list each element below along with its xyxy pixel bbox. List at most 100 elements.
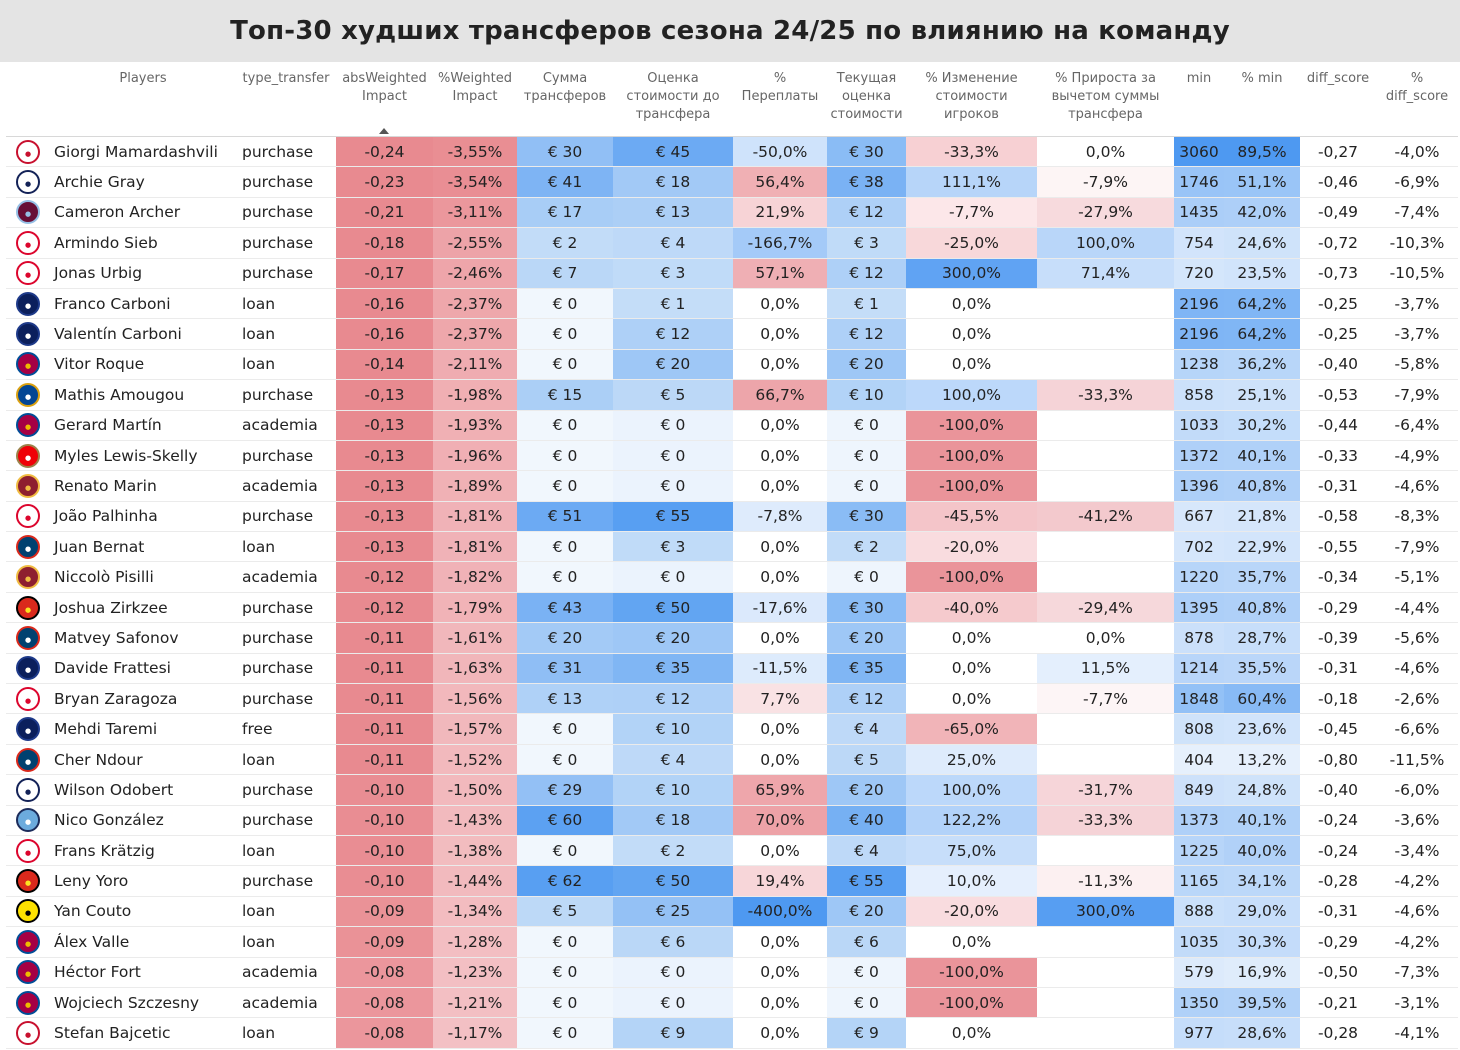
cell-diff-score: -0,40 xyxy=(1300,774,1376,806)
cell-current-value: € 0 xyxy=(827,440,906,472)
cell-value-change: -100,0% xyxy=(906,561,1037,593)
table-row[interactable]: ● Renato Marin academia -0,13 -1,89% € 0 € 0 0,… xyxy=(6,470,1458,502)
table-row[interactable]: ● Valentín Carboni loan -0,16 -2,37% € 0 € 12 0… xyxy=(6,318,1458,350)
cell-value-before: € 0 xyxy=(613,957,733,988)
table-row[interactable]: ● Mathis Amougou purchase -0,13 -1,98% € 15 € … xyxy=(6,379,1458,411)
table-row[interactable]: ● Franco Carboni loan -0,16 -2,37% € 0 € 1 0,0%… xyxy=(6,288,1458,320)
cell-abs-weighted-impact: -0,16 xyxy=(336,318,433,350)
cell-abs-weighted-impact: -0,12 xyxy=(336,561,433,593)
table-row[interactable]: ● Bryan Zaragoza purchase -0,11 -1,56% € 13 € … xyxy=(6,683,1458,715)
roma-icon: ● xyxy=(16,565,40,590)
table-row[interactable]: ● Myles Lewis-Skelly purchase -0,13 -1,96% € … xyxy=(6,440,1458,472)
cell-overpay: 21,9% xyxy=(733,197,827,229)
table-row[interactable]: ● Stefan Bajcetic loan -0,08 -1,17% € 0 € 9 0,0… xyxy=(6,1017,1458,1049)
header-transfer-sum[interactable]: Сумма трансферов xyxy=(517,64,613,137)
cell-current-value: € 2 xyxy=(827,531,906,563)
cell-value-before: € 12 xyxy=(613,683,733,715)
sort-ascending-icon[interactable] xyxy=(378,128,389,134)
table-row[interactable]: ● João Palhinha purchase -0,13 -1,81% € 51 € 5… xyxy=(6,501,1458,533)
cell-pct-min: 22,9% xyxy=(1224,531,1300,563)
table-row[interactable]: ● Cameron Archer purchase -0,21 -3,11% € 17 € … xyxy=(6,197,1458,229)
bayern-icon: ● xyxy=(16,838,40,863)
cell-value-before: € 1 xyxy=(613,288,733,320)
cell-pct-weighted-impact: -1,34% xyxy=(433,896,517,928)
cell-diff-score: -0,28 xyxy=(1300,865,1376,897)
cell-type-transfer: loan xyxy=(236,896,336,928)
header-value-before[interactable]: Оценка стоимости до трансфера xyxy=(613,64,733,137)
table-row[interactable]: ● Wilson Odobert purchase -0,10 -1,50% € 29 € … xyxy=(6,774,1458,806)
table-row[interactable]: ● Joshua Zirkzee purchase -0,12 -1,79% € 43 € … xyxy=(6,592,1458,624)
cell-min: 702 xyxy=(1174,531,1224,563)
cell-min: 1035 xyxy=(1174,926,1224,958)
cell-player: Matvey Safonov xyxy=(50,622,236,654)
cell-type-transfer: academia xyxy=(236,957,336,988)
cell-club: ● xyxy=(6,653,50,685)
table-row[interactable]: ● Archie Gray purchase -0,23 -3,54% € 41 € 18 5… xyxy=(6,166,1458,198)
header-overpay[interactable]: % Переплаты xyxy=(733,64,827,137)
cell-transfer-sum: € 31 xyxy=(517,653,613,685)
header-pct-min[interactable]: % min xyxy=(1224,64,1300,137)
cell-value-before: € 25 xyxy=(613,896,733,928)
inter-icon: ● xyxy=(16,717,40,742)
table-row[interactable]: ● Armindo Sieb purchase -0,18 -2,55% € 2 € 4 -1… xyxy=(6,227,1458,259)
header-growth-net[interactable]: % Прироста за вычетом суммы трансфера xyxy=(1037,64,1174,137)
header-value-change[interactable]: % Изменение стоимости игроков xyxy=(906,64,1037,137)
table-row[interactable]: ● Frans Krätzig loan -0,10 -1,38% € 0 € 2 0,0% €… xyxy=(6,835,1458,867)
cell-diff-score: -0,49 xyxy=(1300,197,1376,229)
cell-pct-weighted-impact: -3,55% xyxy=(433,136,517,168)
table-row[interactable]: ● Yan Couto loan -0,09 -1,34% € 5 € 25 -400,0% €… xyxy=(6,896,1458,928)
cell-value-before: € 9 xyxy=(613,1017,733,1049)
cell-min: 720 xyxy=(1174,258,1224,289)
cell-value-change: 75,0% xyxy=(906,835,1037,867)
table-row[interactable]: ● Juan Bernat loan -0,13 -1,81% € 0 € 3 0,0% € 2… xyxy=(6,531,1458,563)
cell-club: ● xyxy=(6,744,50,776)
header-pct-weighted-impact[interactable]: %Weighted Impact xyxy=(433,64,517,137)
table-row[interactable]: ● Giorgi Mamardashvili purchase -0,24 -3,55%… xyxy=(6,136,1458,168)
table-row[interactable]: ● Wojciech Szczesny academia -0,08 -1,21% € 0… xyxy=(6,987,1458,1019)
cell-current-value: € 3 xyxy=(827,227,906,259)
cell-transfer-sum: € 0 xyxy=(517,470,613,502)
table-row[interactable]: ● Jonas Urbig purchase -0,17 -2,46% € 7 € 3 57,… xyxy=(6,258,1458,289)
cell-pct-min: 21,8% xyxy=(1224,501,1300,533)
cell-growth-net xyxy=(1037,410,1174,441)
table-row[interactable]: ● Niccolò Pisilli academia -0,12 -1,82% € 0 € … xyxy=(6,561,1458,593)
table-row[interactable]: ● Vitor Roque loan -0,14 -2,11% € 0 € 20 0,0% € … xyxy=(6,349,1458,381)
cell-value-change: 0,0% xyxy=(906,622,1037,654)
cell-pct-min: 42,0% xyxy=(1224,197,1300,229)
table-row[interactable]: ● Héctor Fort academia -0,08 -1,23% € 0 € 0 0,0… xyxy=(6,957,1458,988)
cell-diff-score: -0,80 xyxy=(1300,744,1376,776)
cell-value-change: -20,0% xyxy=(906,896,1037,928)
table-row[interactable]: ● Matvey Safonov purchase -0,11 -1,61% € 20 € … xyxy=(6,622,1458,654)
table-row[interactable]: ● Leny Yoro purchase -0,10 -1,44% € 62 € 50 19,… xyxy=(6,865,1458,897)
cell-pct-weighted-impact: -1,96% xyxy=(433,440,517,472)
cell-abs-weighted-impact: -0,24 xyxy=(336,136,433,168)
cell-transfer-sum: € 30 xyxy=(517,136,613,168)
header-diff-score[interactable]: diff_score xyxy=(1300,64,1376,137)
table-row[interactable]: ● Davide Frattesi purchase -0,11 -1,63% € 31 €… xyxy=(6,653,1458,685)
page-title: Топ-30 худших трансферов сезона 24/25 по… xyxy=(0,0,1460,62)
header-min[interactable]: min xyxy=(1174,64,1224,137)
cell-diff-score: -0,44 xyxy=(1300,410,1376,441)
cell-diff-score: -0,34 xyxy=(1300,561,1376,593)
cell-transfer-sum: € 0 xyxy=(517,987,613,1019)
header-pct-diff-score[interactable]: % diff_score xyxy=(1376,64,1458,137)
cell-current-value: € 0 xyxy=(827,470,906,502)
cell-diff-score: -0,31 xyxy=(1300,653,1376,685)
table-row[interactable]: ● Mehdi Taremi free -0,11 -1,57% € 0 € 10 0,0% €… xyxy=(6,713,1458,745)
cell-growth-net: 0,0% xyxy=(1037,622,1174,654)
cell-player: Nico González xyxy=(50,805,236,836)
header-abs-weighted-impact[interactable]: absWeighted Impact xyxy=(336,64,433,137)
cell-growth-net xyxy=(1037,470,1174,502)
cell-club: ● xyxy=(6,683,50,715)
cell-type-transfer: academia xyxy=(236,987,336,1019)
header-type-transfer[interactable]: type_transfer xyxy=(236,64,336,137)
header-players[interactable]: Players xyxy=(50,64,236,137)
cell-club: ● xyxy=(6,470,50,502)
header-current-value[interactable]: Текущая оценка стоимости xyxy=(827,64,906,137)
table-row[interactable]: ● Nico González purchase -0,10 -1,43% € 60 € 1… xyxy=(6,805,1458,836)
cell-growth-net: -33,3% xyxy=(1037,379,1174,411)
cell-type-transfer: purchase xyxy=(236,136,336,168)
